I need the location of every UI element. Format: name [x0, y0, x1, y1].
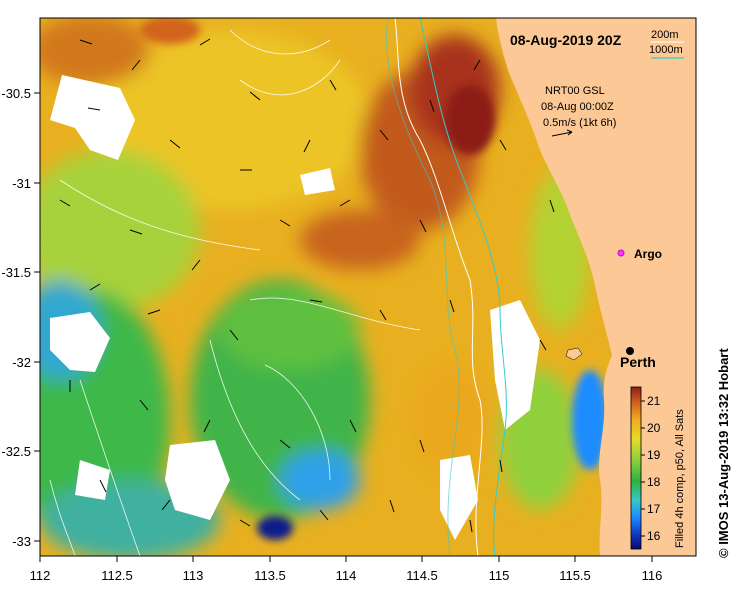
colorbar-tick: 21	[647, 394, 661, 408]
y-tick-label: -32.5	[1, 444, 31, 459]
contour-1000m-label: 1000m	[649, 44, 683, 56]
current-time: 08-Aug 00:00Z	[541, 101, 614, 113]
map-title: 08-Aug-2019 20Z	[510, 32, 622, 48]
x-tick-label: 114	[336, 568, 357, 583]
y-tick-label: -32	[12, 355, 31, 370]
perth-label: Perth	[620, 354, 656, 370]
current-source: NRT00 GSL	[545, 85, 605, 97]
contour-200m-label: 200m	[651, 29, 679, 41]
argo-marker	[617, 249, 625, 257]
y-tick-label: -31.5	[1, 265, 31, 280]
perth-marker	[626, 347, 634, 355]
colorbar	[630, 386, 642, 550]
colorbar-tick: 19	[647, 448, 661, 462]
plot-frame	[39, 17, 697, 557]
colorbar-tick: 16	[647, 529, 661, 543]
x-tick-label: 115.5	[559, 568, 591, 583]
x-tick-label: 112	[30, 568, 51, 583]
x-tick-label: 112.5	[101, 568, 133, 583]
x-tick-label: 113.5	[254, 568, 286, 583]
current-scale: 0.5m/s (1kt 6h)	[543, 117, 616, 129]
credit-text: © IMOS 13-Aug-2019 13:32 Hobart	[716, 348, 731, 558]
colorbar-tick: 18	[647, 475, 661, 489]
y-tick-label: -31	[12, 176, 31, 191]
argo-label: Argo	[634, 247, 662, 261]
x-tick-label: 116	[642, 568, 663, 583]
land	[496, 18, 696, 556]
colorbar-tick: 17	[647, 502, 661, 516]
y-tick-label: -30.5	[1, 86, 31, 101]
colorbar-label: Filled 4h comp, p50, All Sats	[674, 409, 686, 548]
x-tick-label: 113	[183, 568, 204, 583]
y-tick-label: -33	[12, 534, 31, 549]
current-scale-arrow	[551, 129, 573, 137]
x-tick-label: 115	[489, 568, 510, 583]
colorbar-tick: 20	[647, 421, 661, 435]
x-tick-label: 114.5	[406, 568, 438, 583]
